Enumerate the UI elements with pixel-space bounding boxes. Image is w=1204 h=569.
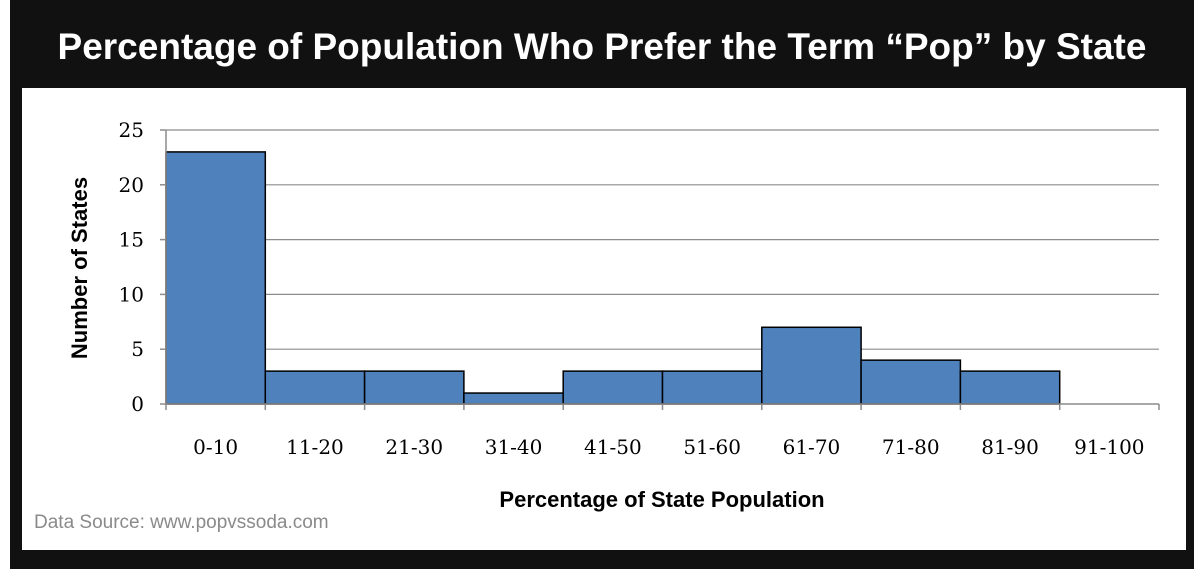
y-tick-label: 15 <box>119 228 144 252</box>
y-tick-label: 10 <box>119 282 144 306</box>
gridlines <box>166 129 1159 350</box>
bar <box>661 370 763 405</box>
y-tick-label: 20 <box>119 173 144 197</box>
x-tick-label: 61-70 <box>783 435 841 459</box>
chart-title: Percentage of Population Who Prefer the … <box>57 26 1147 67</box>
x-tick-label: 91-100 <box>1074 435 1144 459</box>
bar <box>959 370 1061 405</box>
x-tick-labels: 0-10 11-20 21-30 31-40 41-50 51-60 61-70 71-80 8… <box>193 435 1144 459</box>
y-axis-title: Number of States <box>67 177 92 359</box>
x-tick-label: 21-30 <box>385 435 443 459</box>
x-tick-label: 71-80 <box>882 435 940 459</box>
y-tick-label: 0 <box>131 392 144 416</box>
bar <box>562 370 664 405</box>
data-source-note: Data Source: www.popvssoda.com <box>34 512 329 533</box>
x-tick-label: 81-90 <box>981 435 1039 459</box>
x-tick-label: 11-20 <box>286 435 344 459</box>
bar <box>363 370 465 405</box>
y-tick-labels: 0 5 10 15 20 25 <box>119 118 144 416</box>
y-tick-label: 25 <box>119 118 144 142</box>
x-tick-label: 0-10 <box>193 435 238 459</box>
axes <box>160 129 1160 410</box>
bars <box>165 151 1061 405</box>
bar <box>165 151 267 405</box>
bar <box>264 370 366 405</box>
bar <box>860 359 962 405</box>
bar <box>761 326 862 405</box>
y-tick-label: 5 <box>131 337 144 361</box>
x-tick-label: 41-50 <box>584 435 642 459</box>
x-tick-label: 51-60 <box>683 435 741 459</box>
x-tick-label: 31-40 <box>485 435 543 459</box>
x-axis-title: Percentage of State Population <box>499 487 824 512</box>
bar <box>463 392 564 405</box>
